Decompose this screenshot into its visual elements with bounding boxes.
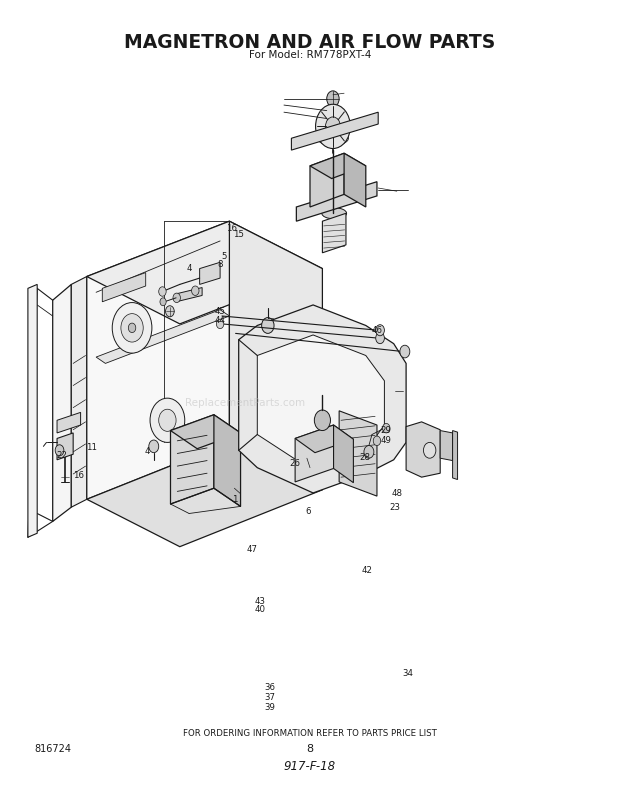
Polygon shape [295, 425, 334, 482]
Text: ReplacementParts.com: ReplacementParts.com [185, 398, 305, 408]
Polygon shape [87, 221, 229, 499]
Circle shape [159, 287, 166, 296]
Polygon shape [87, 442, 322, 547]
Text: For Model: RM778PXT-4: For Model: RM778PXT-4 [249, 50, 371, 60]
Text: 816724: 816724 [34, 744, 71, 754]
Polygon shape [71, 276, 87, 507]
Polygon shape [53, 284, 71, 521]
Polygon shape [296, 182, 377, 221]
Text: 8: 8 [306, 744, 314, 754]
Circle shape [149, 440, 159, 453]
Polygon shape [440, 431, 453, 461]
Polygon shape [334, 425, 353, 483]
Polygon shape [322, 213, 346, 253]
Polygon shape [170, 415, 214, 504]
Polygon shape [291, 112, 378, 150]
Text: 40: 40 [255, 605, 266, 615]
Circle shape [159, 409, 176, 431]
Text: 37: 37 [264, 693, 275, 702]
Polygon shape [170, 415, 241, 449]
Text: 45: 45 [215, 307, 226, 316]
Text: 28: 28 [359, 453, 370, 462]
Circle shape [166, 306, 174, 317]
Text: 4: 4 [187, 264, 192, 273]
Circle shape [128, 323, 136, 333]
Text: 15: 15 [233, 230, 244, 239]
Text: 36: 36 [264, 683, 275, 692]
Circle shape [262, 318, 274, 333]
Circle shape [205, 417, 217, 433]
Ellipse shape [339, 402, 378, 419]
Circle shape [383, 423, 390, 433]
Polygon shape [57, 433, 73, 460]
Polygon shape [295, 425, 353, 453]
Text: 49: 49 [380, 435, 391, 445]
Polygon shape [229, 221, 322, 490]
Text: 917-F-18: 917-F-18 [284, 760, 336, 773]
Text: 11: 11 [86, 442, 97, 452]
Polygon shape [200, 262, 220, 284]
Polygon shape [176, 288, 202, 302]
Polygon shape [310, 153, 366, 179]
Text: 16: 16 [73, 471, 84, 480]
Polygon shape [257, 335, 384, 471]
Polygon shape [28, 284, 37, 537]
Text: 47: 47 [246, 544, 257, 554]
Polygon shape [102, 273, 146, 302]
Polygon shape [453, 431, 458, 480]
Text: 44: 44 [215, 316, 226, 325]
Polygon shape [339, 411, 377, 496]
Circle shape [112, 303, 152, 353]
Circle shape [216, 319, 224, 329]
Circle shape [326, 117, 340, 136]
Text: 34: 34 [402, 668, 414, 678]
Text: 4: 4 [144, 447, 149, 457]
Circle shape [192, 286, 199, 295]
Text: 1: 1 [232, 495, 237, 504]
Circle shape [270, 375, 288, 399]
Polygon shape [239, 305, 406, 493]
Circle shape [55, 445, 64, 456]
Circle shape [173, 293, 180, 303]
Polygon shape [344, 153, 366, 207]
Ellipse shape [317, 131, 348, 145]
Text: 43: 43 [255, 597, 266, 607]
Text: 5: 5 [222, 252, 227, 261]
Circle shape [376, 325, 384, 336]
Text: MAGNETRON AND AIR FLOW PARTS: MAGNETRON AND AIR FLOW PARTS [125, 33, 495, 52]
Text: 16: 16 [226, 224, 237, 233]
Text: 23: 23 [389, 502, 401, 512]
Polygon shape [87, 221, 322, 324]
Ellipse shape [199, 258, 220, 267]
Text: 48: 48 [392, 489, 403, 498]
Circle shape [160, 298, 166, 306]
Polygon shape [310, 153, 344, 207]
Polygon shape [57, 412, 81, 433]
Text: FOR ORDERING INFORMATION REFER TO PARTS PRICE LIST: FOR ORDERING INFORMATION REFER TO PARTS … [183, 728, 437, 738]
Text: 29: 29 [380, 426, 391, 435]
Text: 39: 39 [264, 703, 275, 713]
Circle shape [150, 398, 185, 442]
Circle shape [314, 410, 330, 431]
Text: 22: 22 [56, 450, 68, 460]
Circle shape [373, 436, 381, 446]
Circle shape [316, 104, 350, 149]
Polygon shape [406, 422, 440, 477]
Circle shape [400, 345, 410, 358]
Circle shape [376, 333, 384, 344]
Text: 46: 46 [371, 325, 383, 335]
Circle shape [121, 314, 143, 342]
Ellipse shape [322, 208, 347, 219]
Polygon shape [214, 415, 241, 506]
Text: 42: 42 [361, 566, 373, 575]
Text: 26: 26 [289, 459, 300, 468]
Text: 6: 6 [306, 507, 311, 517]
Circle shape [327, 91, 339, 107]
Circle shape [423, 442, 436, 458]
Circle shape [364, 446, 374, 458]
Text: 8: 8 [218, 260, 223, 269]
Polygon shape [96, 310, 229, 363]
